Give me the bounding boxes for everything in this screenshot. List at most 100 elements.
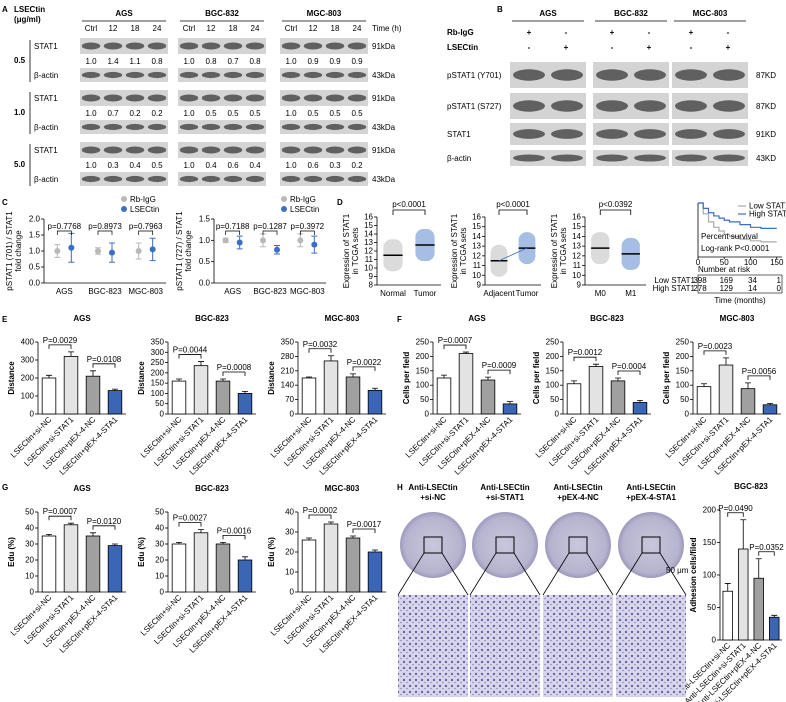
error-bar <box>723 357 729 366</box>
ratio: 0.4 <box>205 161 217 170</box>
band <box>201 175 221 183</box>
size-label: 91kDa <box>372 146 396 155</box>
bar <box>722 590 733 641</box>
bar <box>63 355 79 415</box>
band <box>675 69 707 81</box>
lane-label: 12 <box>207 24 216 33</box>
error-bar <box>46 374 52 378</box>
dose-label: 5.0 <box>14 160 26 169</box>
band <box>303 146 323 154</box>
x-tick-label: BGC-823 <box>253 287 287 296</box>
y-axis-label: Edu (%) <box>267 537 276 567</box>
legend-marker <box>121 206 127 212</box>
band <box>201 94 221 102</box>
chart-title: MGC-803 <box>325 484 360 493</box>
band <box>303 123 323 131</box>
x-tick-label: MGC-803 <box>128 287 163 296</box>
band <box>103 71 123 79</box>
ratio: 0.7 <box>227 57 239 66</box>
blot <box>672 123 748 145</box>
y-tick-label: 50 <box>680 395 689 404</box>
band <box>125 175 145 183</box>
significance-bracket <box>178 522 202 527</box>
y-tick-label: 300 <box>151 348 165 357</box>
y-tick-label: 16 <box>364 213 373 222</box>
y-tick-label: 0.0 <box>29 279 41 288</box>
band <box>147 146 167 154</box>
blot-label: STAT1 <box>447 130 471 139</box>
cell-line: AGS <box>539 9 557 18</box>
lane-label: 18 <box>331 24 340 33</box>
bar <box>63 524 79 593</box>
risk-row-label: High STAT1 <box>653 284 696 293</box>
blot <box>280 38 368 54</box>
time-label: Time (h) <box>372 24 402 33</box>
band <box>347 123 367 131</box>
blot-label: pSTAT1 (S727) <box>447 102 502 111</box>
band <box>634 129 666 139</box>
ratio: 0.9 <box>307 57 319 66</box>
y-tick-label: 100 <box>676 381 690 390</box>
band <box>347 71 367 79</box>
sign: - <box>727 28 730 37</box>
bar <box>566 383 582 415</box>
bar <box>171 543 187 593</box>
band <box>325 42 345 50</box>
lane-label: 24 <box>251 24 260 33</box>
blot <box>178 142 266 158</box>
error-bar <box>637 400 643 403</box>
band <box>125 123 145 131</box>
p-value: P=0.0004 <box>612 362 647 371</box>
error-bar <box>328 521 334 524</box>
chart-title: BGC-823 <box>195 314 229 323</box>
y-axis-label: Edu (%) <box>7 537 16 567</box>
y-tick-label: 40 <box>25 524 34 533</box>
legend-label: LSECtin <box>290 205 319 214</box>
significance-bracket <box>48 344 72 349</box>
risk-table <box>697 274 783 294</box>
x-axis-label: Time (months) <box>714 296 766 305</box>
error-bar <box>328 355 334 361</box>
y-tick-label: 70 <box>285 395 294 404</box>
error-bar <box>90 532 96 536</box>
y-tick-label: 40 <box>155 524 164 533</box>
error-bar <box>571 380 577 384</box>
x-tick-label: Tumor <box>516 289 539 298</box>
band <box>103 42 123 50</box>
band <box>713 100 745 112</box>
chart-title: BGC-823 <box>590 314 624 323</box>
ratio: 0.2 <box>351 161 363 170</box>
lane-label: 12 <box>309 24 318 33</box>
error-bar <box>755 558 762 579</box>
band <box>281 94 301 102</box>
error-bar <box>176 542 182 544</box>
blot-label: STAT1 <box>34 146 58 155</box>
ratio: 0.4 <box>249 161 261 170</box>
unit: (μg/ml) <box>14 15 41 24</box>
band <box>303 71 323 79</box>
band <box>713 69 745 81</box>
y-tick-label: 12 <box>472 251 481 260</box>
band <box>281 146 301 154</box>
bar <box>323 523 339 593</box>
ratio: 1.0 <box>285 57 297 66</box>
bar <box>85 375 101 415</box>
error-bar <box>372 387 378 391</box>
error-bar <box>198 361 204 366</box>
blot <box>80 142 168 158</box>
p-value: p=0.7188 <box>216 222 250 231</box>
y-tick-label: 250 <box>546 338 560 347</box>
band <box>513 100 545 112</box>
band <box>325 146 345 154</box>
lane-label: Ctrl <box>85 24 98 33</box>
band <box>103 123 123 131</box>
error-bar <box>220 378 226 382</box>
band <box>551 69 583 81</box>
band <box>303 94 323 102</box>
paired-line <box>498 247 528 262</box>
chart-title: BGC-823 <box>195 484 229 493</box>
band <box>303 42 323 50</box>
y-tick-label: 350 <box>151 338 165 347</box>
bar <box>41 377 57 415</box>
